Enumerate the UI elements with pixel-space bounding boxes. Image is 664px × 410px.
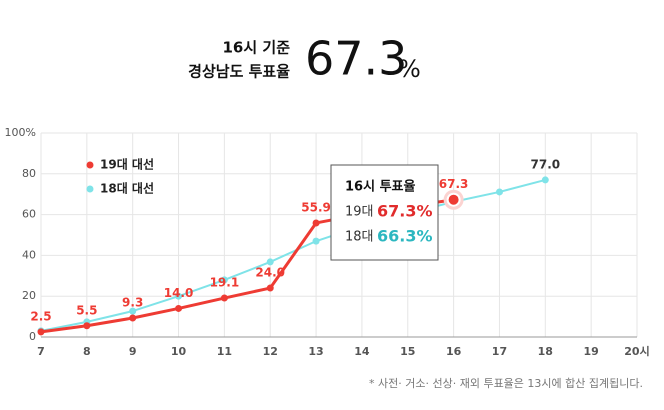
point [495,188,503,196]
x-tick-label: 13 [308,345,323,358]
point [312,237,320,245]
x-tick-label: 20시 [624,345,649,358]
y-tick-label: 100% [5,126,36,139]
note: * 사전· 거소· 선상· 재외 투표율은 13시에 합산 집계됩니다. [369,377,643,390]
x-tick-label: 15 [400,345,415,358]
y-tick-label: 60 [22,208,36,221]
value-label: 9.3 [122,296,143,310]
point [266,258,274,266]
value-label: 14.0 [164,286,194,300]
value-label: 67.3 [439,177,469,191]
x-tick-label: 16 [446,345,462,358]
x-tick-label: 18 [538,345,553,358]
legend-label: 19대 대선 [100,157,154,172]
y-tick-label: 20 [22,289,36,302]
tooltip-title: 16시 투표율 [345,179,415,195]
point [175,292,183,300]
legend-dot [86,161,94,169]
value-label: 2.5 [30,309,51,323]
point [220,294,228,302]
tooltip-label: 19대 [345,205,374,220]
x-tick-label: 11 [217,345,232,358]
x-tick-label: 17 [492,345,507,358]
y-tick-label: 40 [22,248,36,261]
x-tick-label: 10 [171,345,187,358]
point [541,176,549,184]
point [129,314,137,322]
point [220,276,228,284]
legend-label: 18대 대선 [100,181,154,196]
x-tick-label: 7 [37,345,45,358]
value-label: 24.0 [255,266,285,280]
tooltip-value: 66.3% [377,227,433,246]
x-tick-label: 19 [583,345,598,358]
y-tick-label: 80 [22,167,36,180]
tooltip-value: 67.3% [377,202,433,221]
point [266,284,274,292]
point [129,307,137,315]
x-tick-label: 9 [129,345,137,358]
tooltip-box [330,164,439,261]
x-tick-label: 12 [263,345,278,358]
point [83,322,91,330]
tooltip-label: 18대 [345,230,374,245]
header-unit: % [398,55,421,83]
header-line1: 16시 기준 [223,39,291,57]
value-label: 19.1 [210,276,240,290]
point [446,192,461,207]
value-label: 77.0 [531,157,561,171]
point [37,328,45,336]
value-label: 5.5 [76,303,97,317]
header-value: 67.3 [305,32,407,86]
value-label: 55.9 [301,200,331,214]
point [175,304,183,312]
y-tick-label: 0 [29,330,36,343]
header-line2: 경상남도 투표율 [188,63,290,81]
legend-dot [86,185,94,193]
x-tick-label: 14 [354,345,370,358]
x-tick-label: 8 [83,345,91,358]
point [312,219,320,227]
